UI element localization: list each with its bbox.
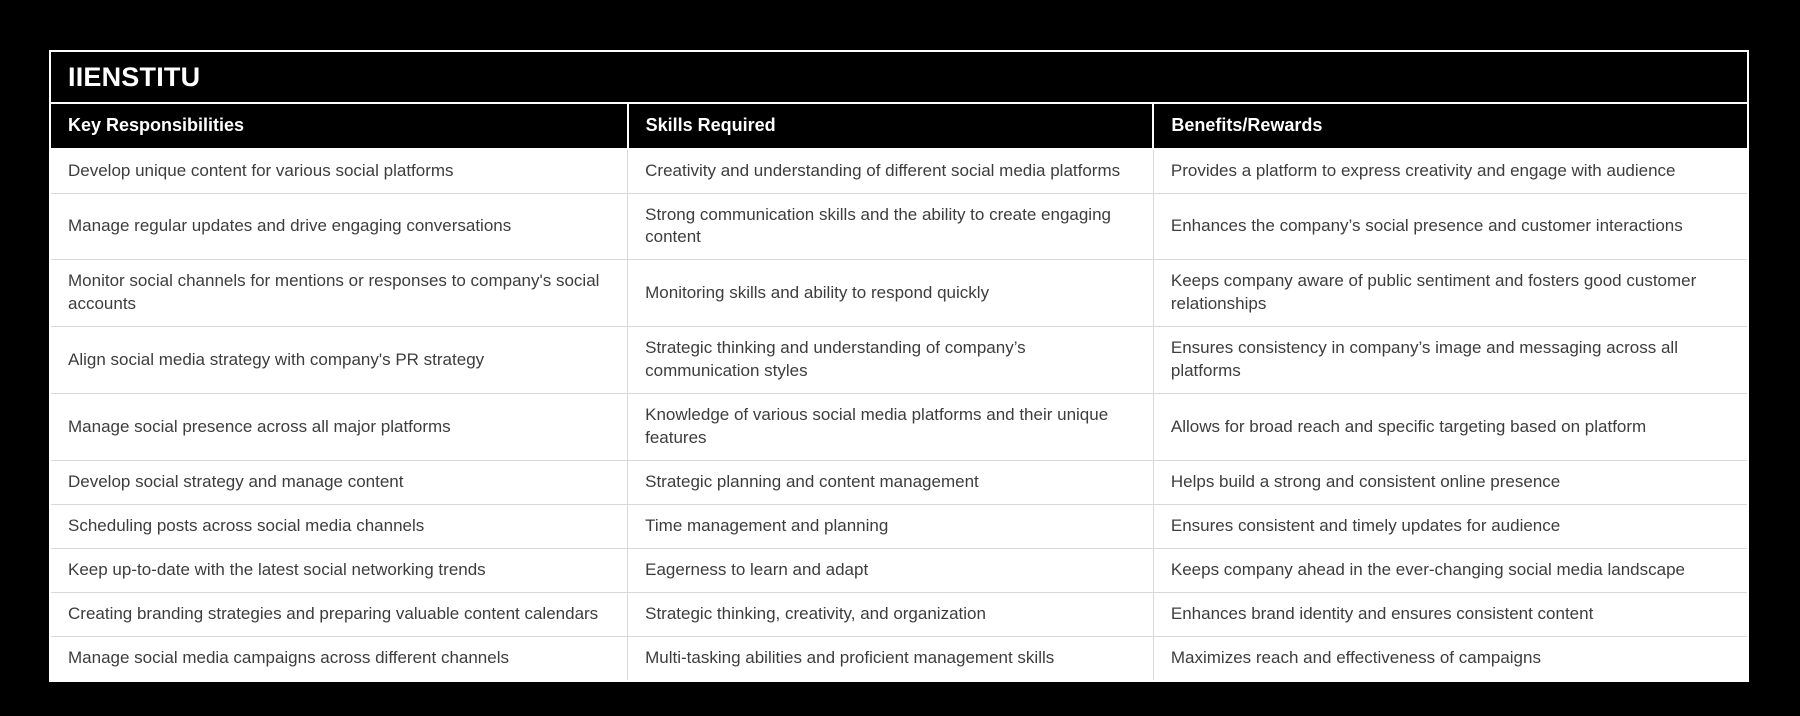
- cell-responsibility: Manage social presence across all major …: [51, 393, 628, 461]
- panel-title: IIENSTITU: [68, 61, 201, 92]
- cell-skill: Creativity and understanding of differen…: [627, 148, 1154, 194]
- table-row: Creating branding strategies and prepari…: [51, 591, 1747, 637]
- cell-responsibility: Align social media strategy with company…: [51, 326, 628, 394]
- table-body: Develop unique content for various socia…: [51, 148, 1747, 680]
- cell-benefit: Ensures consistent and timely updates fo…: [1152, 503, 1747, 549]
- cell-benefit: Provides a platform to express creativit…: [1152, 148, 1747, 194]
- table-row: Develop social strategy and manage conte…: [51, 460, 1747, 505]
- cell-responsibility: Develop unique content for various socia…: [51, 148, 628, 194]
- cell-skill: Strong communication skills and the abil…: [627, 192, 1154, 260]
- cell-responsibility: Keep up-to-date with the latest social n…: [51, 547, 628, 593]
- cell-benefit: Keeps company ahead in the ever-changing…: [1152, 547, 1747, 593]
- cell-benefit: Helps build a strong and consistent onli…: [1152, 460, 1747, 505]
- cell-responsibility: Monitor social channels for mentions or …: [51, 259, 628, 327]
- cell-responsibility: Manage regular updates and drive engagin…: [51, 192, 628, 260]
- cell-benefit: Keeps company aware of public sentiment …: [1152, 259, 1747, 327]
- cell-responsibility: Scheduling posts across social media cha…: [51, 503, 628, 549]
- cell-responsibility: Develop social strategy and manage conte…: [51, 460, 628, 505]
- cell-benefit: Enhances the company’s social presence a…: [1152, 192, 1747, 260]
- table-panel: IIENSTITU Key Responsibilities Skills Re…: [49, 50, 1749, 682]
- cell-skill: Time management and planning: [627, 503, 1154, 549]
- table-row: Scheduling posts across social media cha…: [51, 503, 1747, 549]
- table-row: Align social media strategy with company…: [51, 326, 1747, 394]
- table-row: Manage social media campaigns across dif…: [51, 635, 1747, 680]
- column-header-benefits-rewards: Benefits/Rewards: [1152, 104, 1747, 150]
- panel-title-bar: IIENSTITU: [51, 52, 1747, 104]
- table-row: Keep up-to-date with the latest social n…: [51, 547, 1747, 593]
- cell-benefit: Allows for broad reach and specific targ…: [1152, 393, 1747, 461]
- table-row: Manage social presence across all major …: [51, 393, 1747, 461]
- header-row: Key Responsibilities Skills Required Ben…: [51, 104, 1747, 150]
- table-row: Monitor social channels for mentions or …: [51, 259, 1747, 327]
- cell-skill: Multi-tasking abilities and proficient m…: [627, 635, 1154, 680]
- table-row: Manage regular updates and drive engagin…: [51, 192, 1747, 260]
- cell-skill: Strategic thinking, creativity, and orga…: [627, 591, 1154, 637]
- cell-skill: Strategic thinking and understanding of …: [627, 326, 1154, 394]
- column-header-key-responsibilities: Key Responsibilities: [51, 104, 628, 150]
- column-header-skills-required: Skills Required: [626, 104, 1154, 150]
- table-row: Develop unique content for various socia…: [51, 148, 1747, 194]
- cell-responsibility: Manage social media campaigns across dif…: [51, 635, 628, 680]
- cell-skill: Knowledge of various social media platfo…: [627, 393, 1154, 461]
- cell-skill: Monitoring skills and ability to respond…: [627, 259, 1154, 327]
- cell-skill: Strategic planning and content managemen…: [627, 460, 1154, 505]
- table-header: Key Responsibilities Skills Required Ben…: [51, 104, 1747, 150]
- cell-benefit: Ensures consistency in company’s image a…: [1152, 326, 1747, 394]
- cell-benefit: Maximizes reach and effectiveness of cam…: [1152, 635, 1747, 680]
- responsibilities-table: Key Responsibilities Skills Required Ben…: [51, 104, 1747, 680]
- cell-skill: Eagerness to learn and adapt: [627, 547, 1154, 593]
- cell-benefit: Enhances brand identity and ensures cons…: [1152, 591, 1747, 637]
- cell-responsibility: Creating branding strategies and prepari…: [51, 591, 628, 637]
